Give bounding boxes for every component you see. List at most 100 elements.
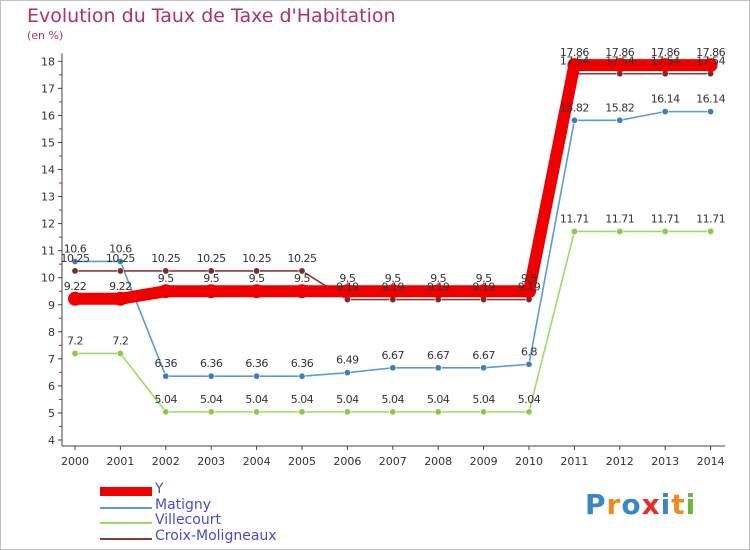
data-label: 5.04 <box>200 393 223 406</box>
data-label: 7.2 <box>112 334 128 347</box>
data-point <box>616 116 624 124</box>
data-point <box>158 284 173 299</box>
data-label: 10.25 <box>106 252 135 265</box>
axes: 4 5 6 7 8 9 10 11 12 13 14 15 16 17 18 2000 2001 2002 2003… <box>41 53 725 468</box>
legend-label-matigny: Matigny <box>155 496 212 513</box>
y-axis-unit-label: (en %) <box>27 29 64 42</box>
data-label: 5.04 <box>518 393 541 406</box>
data-label: 6.8 <box>521 345 537 358</box>
data-label: 10.25 <box>197 252 226 265</box>
legend-item-croix-moligneaux[interactable]: Croix-Moligneaux <box>100 528 320 547</box>
y-tick-label: 6 <box>48 380 55 393</box>
data-point <box>661 108 669 116</box>
data-label: 6.36 <box>245 357 268 370</box>
data-point <box>525 360 533 368</box>
y-tick-label: 10 <box>41 272 55 285</box>
data-label: 11.71 <box>605 212 634 225</box>
legend-item-y[interactable]: Y <box>100 481 320 500</box>
data-label: 9.22 <box>109 280 132 293</box>
data-point <box>343 408 351 416</box>
data-point <box>522 284 536 299</box>
data-point <box>340 284 355 299</box>
proxiti-logo: Proxiti <box>585 488 696 521</box>
data-point <box>253 267 261 275</box>
logo-letter: o <box>621 488 642 521</box>
y-tick-label: 4 <box>48 434 55 447</box>
data-point <box>295 284 309 299</box>
data-point <box>385 284 400 299</box>
y-tick-label: 11 <box>41 245 55 258</box>
data-point <box>434 408 442 416</box>
data-point <box>707 108 715 116</box>
legend-swatch-villecourt <box>100 522 152 524</box>
data-point <box>162 408 170 416</box>
legend-item-matigny[interactable]: Matigny <box>100 496 320 516</box>
data-point <box>253 372 261 380</box>
data-label: 9.22 <box>64 280 87 293</box>
data-point <box>389 408 397 416</box>
data-point <box>71 267 79 275</box>
data-label: 6.36 <box>291 357 314 370</box>
data-point <box>389 364 397 372</box>
y-tick-label: 17 <box>41 82 55 95</box>
data-point <box>207 267 215 275</box>
chart-title: Evolution du Taux de Taxe d'Habitation <box>27 5 396 27</box>
data-label: 15.82 <box>560 101 589 114</box>
data-label: 17.54 <box>651 55 680 68</box>
logo-letter: P <box>585 488 607 521</box>
data-label: 11.71 <box>651 212 680 225</box>
data-point <box>343 369 351 377</box>
y-tick-label: 18 <box>41 55 55 68</box>
data-point <box>707 227 715 235</box>
data-point <box>162 267 170 275</box>
data-label: 10.25 <box>151 252 180 265</box>
logo-letter: x <box>641 488 661 521</box>
x-tick-label: 2008 <box>424 455 452 468</box>
data-point <box>661 227 669 235</box>
data-label: 17.86 <box>605 46 634 59</box>
data-label: 9.5 <box>203 272 219 285</box>
data-label: 6.36 <box>200 357 223 370</box>
data-label: 17.86 <box>651 46 680 59</box>
data-label: 10.25 <box>242 252 271 265</box>
data-label: 5.04 <box>336 393 359 406</box>
x-tick-label: 2005 <box>288 455 316 468</box>
logo-letter: i <box>660 488 672 521</box>
data-label: 6.67 <box>382 349 405 362</box>
y-tick-label: 13 <box>41 191 55 204</box>
data-label: 7.2 <box>67 334 83 347</box>
data-label: 9.19 <box>427 281 450 294</box>
data-point <box>162 372 170 380</box>
y-tick-label: 8 <box>48 326 55 339</box>
legend: Y Matigny Villecourt Croix-Moligneaux <box>100 481 320 547</box>
data-point <box>612 58 627 73</box>
series-line-matigny <box>74 110 712 377</box>
legend-item-villecourt[interactable]: Villecourt <box>100 512 320 531</box>
x-tick-label: 2014 <box>697 455 725 468</box>
data-point <box>113 291 128 306</box>
x-tick-label: 2007 <box>379 455 407 468</box>
data-point <box>658 58 673 73</box>
data-label: 16.14 <box>651 93 680 106</box>
data-point <box>480 364 488 372</box>
data-label: 11.71 <box>696 212 725 225</box>
data-label: 9.19 <box>472 281 495 294</box>
x-tick-label: 2011 <box>560 455 588 468</box>
data-point <box>298 267 306 275</box>
data-label: 17.54 <box>560 55 589 68</box>
point-labels: 9.22 9.22 9.5 9.5 9.5 9.5 9.5 9.5 9.5 9.5 9.5 17.86… <box>61 46 727 406</box>
legend-swatch-y <box>100 487 152 496</box>
data-label: 9.19 <box>518 281 541 294</box>
data-point <box>116 267 124 275</box>
data-label: 9.5 <box>521 272 537 285</box>
data-point <box>434 364 442 372</box>
x-tick-label: 2013 <box>651 455 679 468</box>
series-lines <box>68 58 718 416</box>
data-label: 9.19 <box>336 281 359 294</box>
data-point <box>249 284 264 299</box>
data-label: 5.04 <box>472 393 495 406</box>
data-point <box>570 116 578 124</box>
data-label: 9.5 <box>476 272 492 285</box>
data-label: 11.71 <box>560 212 589 225</box>
x-tick-label: 2000 <box>61 455 89 468</box>
